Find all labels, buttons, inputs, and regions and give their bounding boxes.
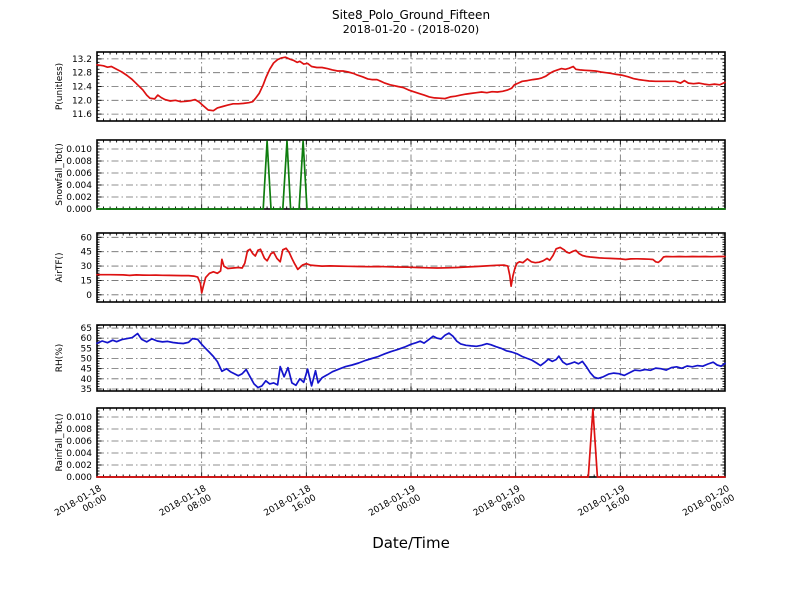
y-tick-label: 0.008 — [66, 425, 92, 435]
x-tick-label: 2018-01-2000:00 — [681, 484, 737, 528]
series-line — [96, 332, 726, 389]
y-tick-label: 65 — [81, 324, 92, 334]
gridlines — [97, 233, 725, 302]
y-tick-label: 50 — [81, 355, 93, 365]
y-tick-label: 0.006 — [66, 437, 92, 447]
chart-subtitle: 2018-01-20 - (2018-020) — [342, 23, 480, 36]
series-line — [96, 246, 726, 294]
gridlines — [97, 408, 725, 478]
y-tick-label: 0.008 — [66, 157, 92, 167]
gridlines — [97, 325, 725, 391]
x-tick-labels: 2018-01-1800:00 2018-01-1808:00 2018-01-18… — [53, 484, 737, 528]
y-axis-label: Rainfall_Tot() — [55, 414, 65, 472]
y-tick-label: 35 — [81, 385, 92, 395]
y-tick-label: 0.002 — [66, 193, 92, 203]
y-tick-label: 0.000 — [66, 205, 92, 215]
y-axis-label: AirTF() — [55, 252, 65, 282]
y-tick-label: 55 — [81, 344, 92, 354]
x-tick-label: 2018-01-1916:00 — [577, 484, 633, 528]
x-tick-label: 2018-01-1816:00 — [263, 484, 319, 528]
y-axis-label: P(unitless) — [55, 63, 65, 110]
y-tick-label: 45 — [81, 365, 92, 375]
x-tick-label: 2018-01-1808:00 — [158, 484, 214, 528]
y-tick-label: 15 — [81, 276, 92, 286]
y-tick-label: 0.004 — [66, 449, 92, 459]
y-tick-label: 0 — [86, 291, 92, 301]
y-tick-label: 45 — [81, 248, 92, 258]
gridlines — [97, 140, 725, 210]
panel-p-unitless: 11.6 12.0 12.4 12.8 13.2 P(unitless) — [55, 51, 726, 122]
x-tick-label: 2018-01-1900:00 — [367, 484, 423, 528]
y-axis-label: Snowfall_Tot() — [55, 143, 65, 206]
axis-ticks — [96, 325, 726, 391]
y-tick-label: 13.2 — [72, 55, 92, 65]
y-tick-label: 0.010 — [66, 413, 92, 423]
y-tick-label: 12.8 — [72, 69, 92, 79]
chart-title: Site8_Polo_Ground_Fifteen — [331, 8, 491, 22]
y-tick-label: 12.0 — [72, 96, 92, 106]
panel-airtf: 0 15 30 45 60 AirTF() — [55, 232, 726, 303]
axis-ticks — [96, 51, 726, 122]
gridlines — [97, 52, 725, 121]
y-tick-label: 0.006 — [66, 169, 92, 179]
y-tick-label: 0.002 — [66, 461, 92, 471]
y-tick-label: 60 — [81, 334, 93, 344]
x-tick-label: 2018-01-1800:00 — [53, 484, 109, 528]
panel-rainfall-tot: 0.000 0.002 0.004 0.006 0.008 0.010Rainfall_T… — [55, 407, 726, 483]
axis-ticks — [96, 233, 726, 303]
y-tick-label: 30 — [81, 262, 93, 272]
x-tick-label: 2018-01-1908:00 — [472, 484, 528, 528]
y-axis-label: RH(%) — [55, 344, 65, 373]
series-line — [96, 140, 726, 210]
y-tick-label: 11.6 — [72, 110, 92, 120]
series-line — [96, 408, 726, 478]
y-tick-label: 0.010 — [66, 145, 92, 155]
series-line — [96, 56, 726, 112]
y-tick-label: 40 — [81, 375, 93, 385]
y-tick-label: 0.004 — [66, 181, 92, 191]
x-axis-title: Date/Time — [372, 534, 450, 552]
panel-snowfall-tot: 0.000 0.002 0.004 0.006 0.008 0.010Snowfall_T… — [55, 139, 726, 215]
y-tick-label: 0.000 — [66, 473, 92, 483]
y-tick-label: 12.4 — [72, 83, 92, 93]
y-tick-label: 60 — [81, 233, 93, 243]
